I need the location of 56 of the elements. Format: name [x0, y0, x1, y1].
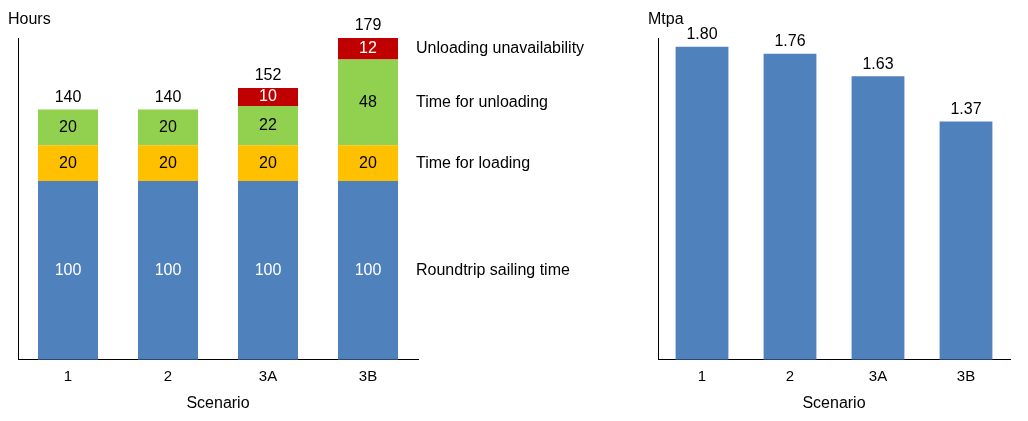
data-label: 100: [54, 260, 82, 278]
total-label: 179: [354, 16, 382, 34]
bar: [675, 46, 729, 360]
series-label: Roundtrip sailing time: [416, 260, 570, 278]
data-label: 1.76: [774, 32, 806, 50]
x-tick-label: 3A: [258, 366, 278, 384]
data-label: 48: [359, 92, 377, 110]
bar: [238, 181, 298, 360]
data-label: 20: [59, 117, 77, 135]
data-label: 10: [259, 87, 277, 105]
data-label: 1.80: [686, 25, 718, 43]
y-axis-title: Mtpa: [648, 10, 684, 28]
bar: [939, 121, 993, 360]
x-tick-label: 1: [63, 366, 73, 384]
x-tick-label: 1: [697, 366, 707, 384]
bar: [38, 181, 98, 360]
bar: [238, 88, 298, 106]
data-label: 100: [254, 260, 282, 278]
series-label: Time for loading: [416, 153, 531, 171]
series-label: Time for unloading: [416, 92, 548, 110]
bar: [851, 76, 905, 360]
bar: [338, 181, 398, 360]
data-label: 100: [354, 260, 382, 278]
bar: [338, 59, 398, 146]
data-label: 20: [59, 153, 77, 171]
bar: [38, 109, 98, 146]
data-label: 22: [259, 116, 277, 134]
total-label: 140: [154, 87, 182, 105]
x-tick-label: 2: [785, 366, 795, 384]
bar: [763, 53, 817, 360]
data-label: 20: [159, 153, 177, 171]
x-tick-label: 3B: [358, 366, 378, 384]
bar: [138, 181, 198, 360]
bar: [138, 109, 198, 146]
bar: [338, 145, 398, 182]
data-label: 20: [159, 117, 177, 135]
bar: [238, 105, 298, 146]
bar: [138, 145, 198, 182]
y-axis-title: Hours: [8, 10, 51, 28]
data-label: 12: [359, 39, 377, 57]
series-label: Unloading unavailability: [416, 39, 585, 57]
data-label: 100: [154, 260, 182, 278]
x-axis-title: Scenario: [186, 393, 250, 411]
x-tick-label: 3A: [868, 366, 888, 384]
data-label: 1.37: [950, 99, 982, 117]
x-tick-label: 3B: [956, 366, 976, 384]
total-label: 152: [254, 66, 282, 84]
bar: [338, 38, 398, 60]
x-tick-label: 2: [163, 366, 173, 384]
bar: [238, 145, 298, 182]
x-axis-title: Scenario: [802, 393, 866, 411]
data-label: 1.63: [862, 54, 894, 72]
bar: [38, 145, 98, 182]
data-label: 20: [359, 153, 377, 171]
total-label: 140: [54, 87, 82, 105]
data-label: 20: [259, 153, 277, 171]
